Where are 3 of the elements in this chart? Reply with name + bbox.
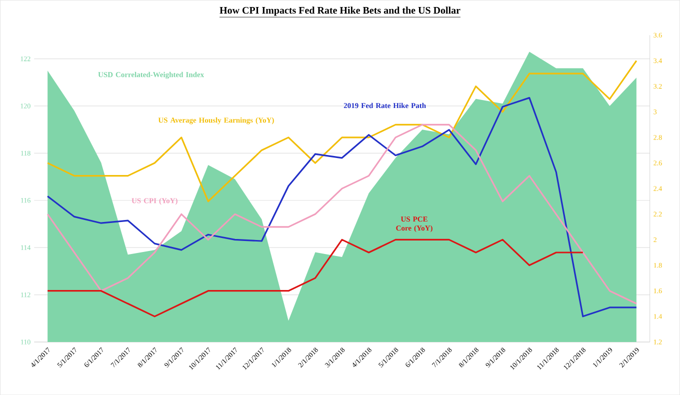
line-series — [46, 96, 638, 318]
line-series — [46, 124, 638, 304]
chart-title: How CPI Impacts Fed Rate Hike Bets and the US Dollar — [220, 6, 460, 16]
